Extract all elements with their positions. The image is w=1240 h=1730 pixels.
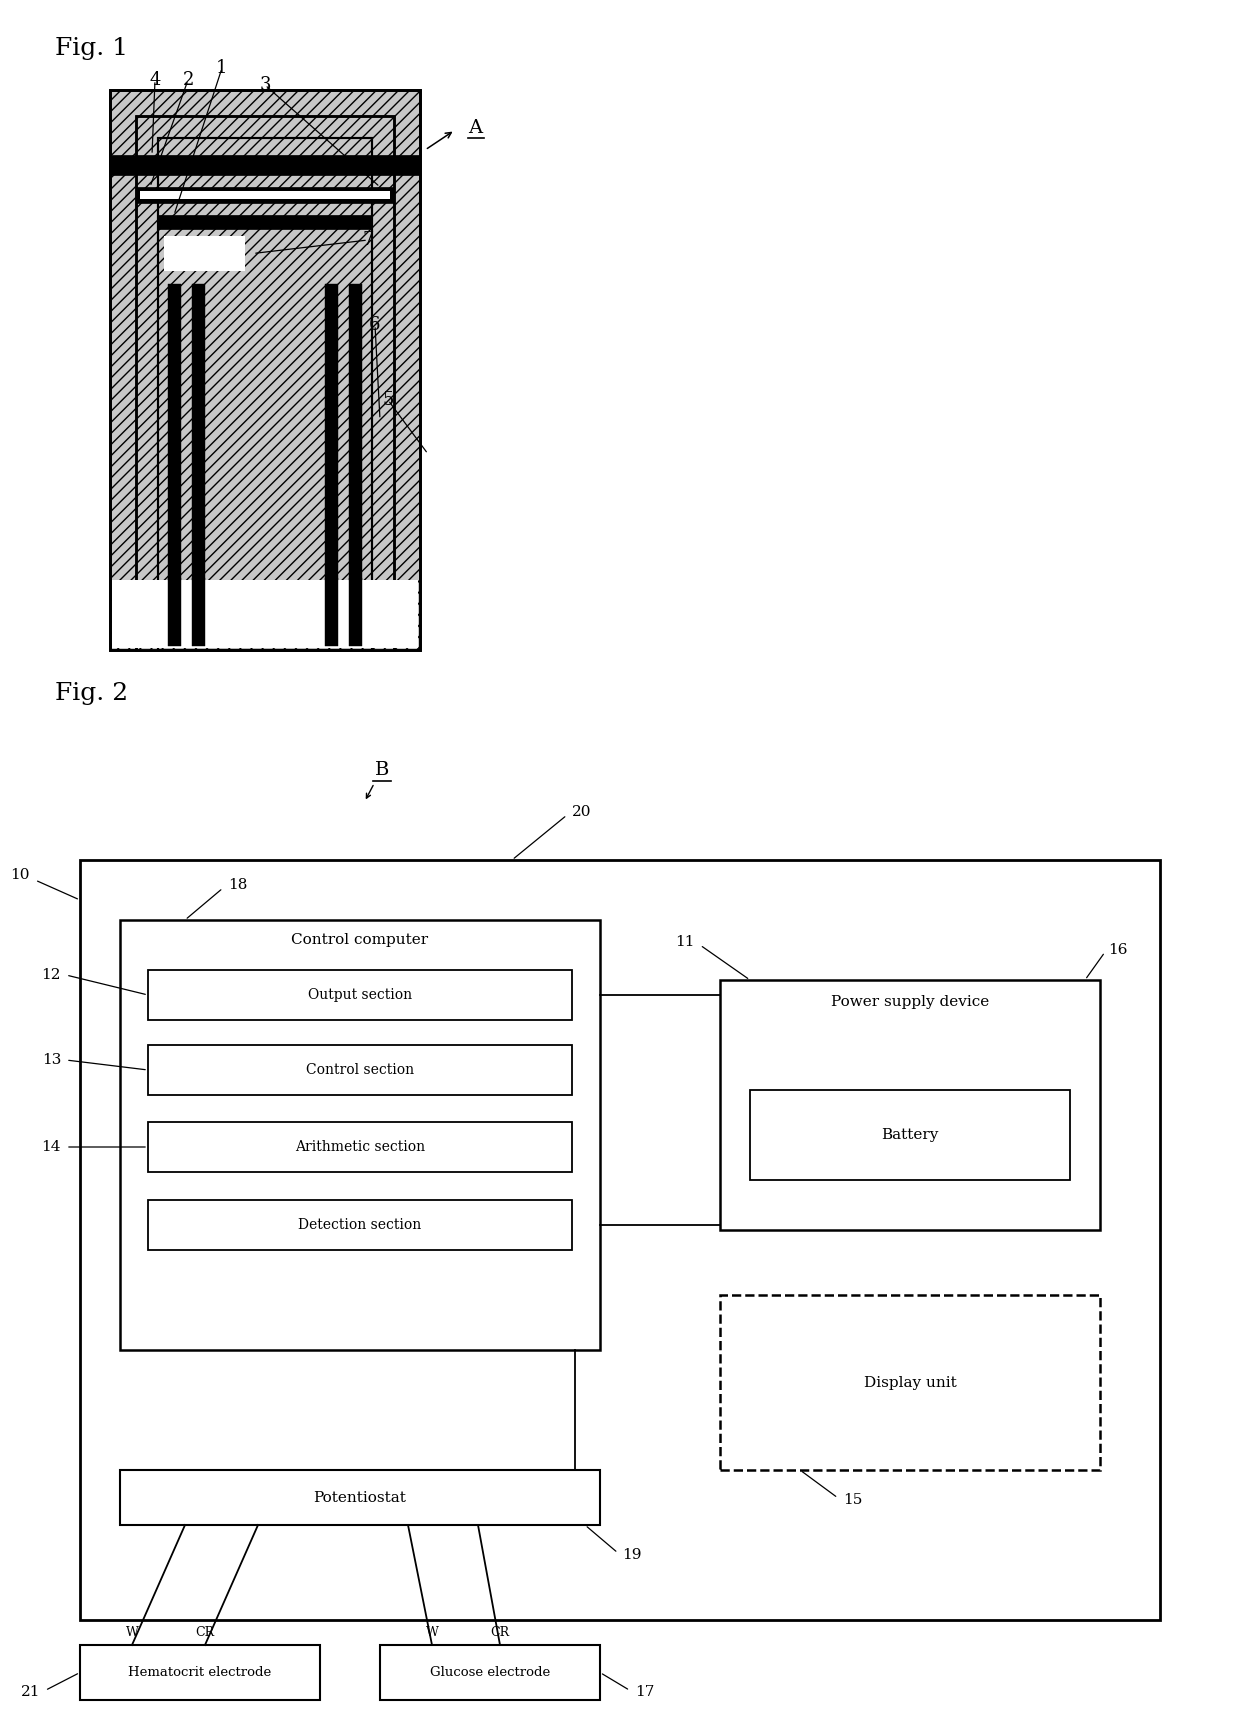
Text: B: B <box>376 761 389 779</box>
Bar <box>148 1201 572 1251</box>
Text: 4: 4 <box>149 71 161 88</box>
Text: 17: 17 <box>635 1685 655 1699</box>
Text: Output section: Output section <box>308 988 412 1002</box>
Text: Control section: Control section <box>306 1062 414 1078</box>
Bar <box>136 116 394 650</box>
Text: 11: 11 <box>676 934 694 950</box>
Bar <box>136 116 394 650</box>
Text: A: A <box>467 119 482 137</box>
Bar <box>157 138 372 650</box>
Bar <box>148 1123 572 1171</box>
Text: 10: 10 <box>10 868 30 882</box>
Bar <box>348 578 362 645</box>
Text: 2: 2 <box>182 71 193 88</box>
Text: 18: 18 <box>228 879 247 893</box>
Bar <box>148 1045 572 1095</box>
Bar <box>379 1645 600 1701</box>
Text: Battery: Battery <box>882 1128 939 1142</box>
Bar <box>750 1090 1070 1180</box>
Bar <box>164 235 246 272</box>
Text: 21: 21 <box>21 1685 40 1699</box>
Text: Control computer: Control computer <box>291 932 429 946</box>
Text: Display unit: Display unit <box>863 1375 956 1389</box>
Bar <box>148 971 572 1021</box>
Text: Glucose electrode: Glucose electrode <box>430 1666 551 1680</box>
Text: 15: 15 <box>843 1493 862 1507</box>
Text: CR: CR <box>196 1626 215 1638</box>
Bar <box>157 215 372 228</box>
Bar <box>325 284 339 580</box>
Text: 6: 6 <box>370 317 381 334</box>
Text: Power supply device: Power supply device <box>831 995 990 1009</box>
Bar <box>192 578 205 645</box>
Text: Fig. 2: Fig. 2 <box>55 682 128 706</box>
Bar <box>120 920 600 1349</box>
Bar <box>348 284 362 580</box>
Bar <box>167 284 181 580</box>
Text: 20: 20 <box>572 804 591 818</box>
Text: CR: CR <box>491 1626 510 1638</box>
Text: 12: 12 <box>41 969 61 983</box>
Bar <box>167 578 181 645</box>
Text: 3: 3 <box>259 76 270 93</box>
Text: W: W <box>425 1626 439 1638</box>
Text: 7: 7 <box>362 232 373 249</box>
Text: Fig. 1: Fig. 1 <box>55 36 128 61</box>
Bar <box>120 1470 600 1526</box>
Text: W: W <box>125 1626 139 1638</box>
Text: Hematocrit electrode: Hematocrit electrode <box>129 1666 272 1680</box>
Text: 16: 16 <box>1109 943 1127 957</box>
Text: Detection section: Detection section <box>299 1218 422 1232</box>
Bar <box>110 90 420 650</box>
Bar <box>110 90 420 650</box>
Bar <box>112 580 418 649</box>
Bar <box>720 1296 1100 1470</box>
Bar <box>81 860 1159 1619</box>
Text: 5: 5 <box>382 391 393 408</box>
Bar <box>157 138 372 650</box>
Bar <box>325 578 339 645</box>
Bar <box>136 187 394 202</box>
Text: 14: 14 <box>41 1140 61 1154</box>
Text: Potentiostat: Potentiostat <box>314 1491 407 1505</box>
Bar <box>720 979 1100 1230</box>
Bar <box>192 284 205 580</box>
Bar <box>140 190 391 199</box>
Text: 19: 19 <box>622 1548 641 1562</box>
Bar <box>81 1645 320 1701</box>
Text: Arithmetic section: Arithmetic section <box>295 1140 425 1154</box>
Text: 13: 13 <box>42 1054 61 1067</box>
Bar <box>110 156 420 175</box>
Text: 1: 1 <box>216 59 228 78</box>
